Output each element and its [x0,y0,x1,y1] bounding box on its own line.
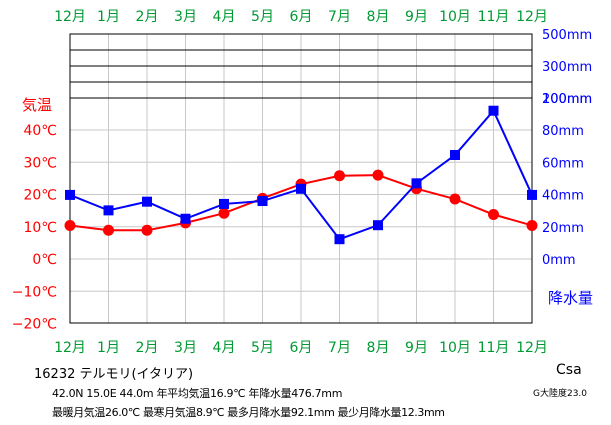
temperature-tick: 30℃ [23,155,57,171]
climate-classification: Csa [556,362,582,378]
temperature-point [64,219,76,231]
month-label-top: 6月 [290,9,313,25]
precipitation-point [65,189,75,200]
month-label-top: 12月 [516,9,548,25]
month-labels-bottom: 12月 1月 2月 3月 4月 5月 6月 7月 8月 9月 10月 11月 12月 [54,340,548,356]
precipitation-tick: 80mm [542,124,584,139]
month-label-bottom: 8月 [367,340,390,356]
month-label-top: 1月 [97,9,120,25]
chart-grid [70,34,532,323]
precipitation-point [334,234,345,245]
month-label-top: 5月 [251,9,274,25]
month-label-top: 2月 [136,9,159,25]
plot-border [69,33,533,324]
month-label-bottom: 2月 [136,340,159,356]
month-label-bottom: 6月 [290,340,313,356]
temperature-point [141,224,153,236]
precipitation-point [488,105,499,116]
month-label-top: 3月 [174,9,197,25]
station-name: 16232 テルモリ(イタリア) [34,367,194,382]
precipitation-point [450,149,460,160]
continentality-index: G大陸度23.0 [533,389,588,399]
precipitation-tick: 60mm [542,156,584,171]
temperature-tick: −10℃ [12,284,57,300]
precipitation-tick: 0mm [542,253,576,268]
month-label-bottom: 12月 [516,340,548,356]
month-label-bottom: 12月 [54,340,86,356]
month-label-bottom: 3月 [174,340,197,356]
climate-chart: 12月 1月 2月 3月 4月 5月 6月 7月 8月 9月 10月 11月 12月 12月 1月 2月 3月… [12,9,593,356]
precipitation-tick: 100mm [542,92,592,107]
month-label-top: 8月 [367,9,390,25]
temperature-point [526,219,538,231]
month-label-top: 9月 [405,9,428,25]
month-label-bottom: 7月 [328,340,351,356]
precipitation-point [219,198,229,209]
temperature-axis-label: 気温 [22,96,52,114]
temperature-tick: 20℃ [23,188,57,204]
temperature-point [218,207,230,219]
month-label-top: 4月 [213,9,236,25]
month-label-bottom: 10月 [439,340,471,356]
precipitation-point [373,220,383,231]
precipitation-point [257,196,268,207]
precipitation-series [65,105,537,245]
precipitation-tick: 200mm [542,92,592,107]
temperature-point [449,193,461,205]
precipitation-tick: 20mm [542,221,584,236]
temperature-point [103,224,114,236]
precipitation-point [180,213,191,224]
month-label-bottom: 11月 [478,340,510,356]
temperature-tick-labels: 40℃ 30℃ 20℃ 10℃ 0℃ −10℃ −20℃ [12,123,57,333]
precipitation-tick: 300mm [542,60,592,75]
precipitation-point [527,189,537,200]
temperature-point [334,170,345,182]
chart-frame [69,33,533,324]
temperature-tick: 10℃ [23,220,57,236]
month-label-top: 11月 [478,9,510,25]
temperature-tick: 40℃ [23,123,57,139]
precipitation-point [103,205,114,216]
month-label-top: 10月 [439,9,471,25]
precipitation-tick: 40mm [542,189,584,204]
station-extremes: 最暖月気温26.0℃ 最寒月気温8.9℃ 最多月降水量92.1mm 最少月降水量… [52,406,445,419]
month-label-bottom: 4月 [213,340,236,356]
station-summary: 42.0N 15.0E 44.0m 年平均気温16.9℃ 年降水量476.7mm [52,387,343,400]
precipitation-axis-label: 降水量 [548,289,593,307]
precipitation-tick: 500mm [542,28,592,43]
precipitation-point [296,183,306,194]
month-label-top: 12月 [54,9,86,25]
month-label-bottom: 9月 [405,340,428,356]
month-label-top: 7月 [328,9,351,25]
precipitation-point [411,178,422,189]
temperature-point [488,208,499,220]
temperature-tick: 0℃ [32,252,57,268]
precipitation-point [142,196,152,207]
temperature-tick: −20℃ [12,317,57,333]
month-labels-top: 12月 1月 2月 3月 4月 5月 6月 7月 8月 9月 10月 11月 12月 [54,9,548,25]
month-label-bottom: 1月 [97,340,120,356]
temperature-point [372,169,384,181]
month-label-bottom: 5月 [251,340,274,356]
